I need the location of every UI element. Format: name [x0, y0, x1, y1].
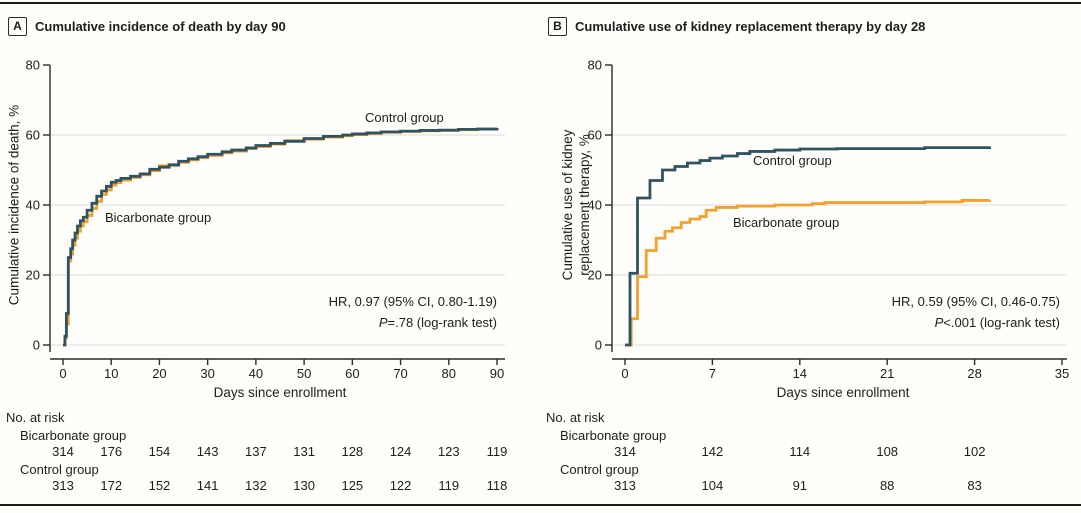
- x-tick-label: 0: [59, 366, 66, 381]
- x-tick-label: 40: [249, 366, 263, 381]
- risk-row-label-control: Control group: [20, 462, 99, 477]
- bicarbonate-group-label: Bicarbonate group: [105, 210, 211, 225]
- panel-b: B Cumulative use of kidney replacement t…: [540, 0, 1081, 513]
- control-group-curve: [625, 146, 991, 347]
- risk-count: 314: [52, 444, 74, 459]
- risk-count: 118: [486, 478, 508, 493]
- risk-count: 114: [789, 444, 811, 459]
- x-tick-label: 20: [152, 366, 166, 381]
- y-tick-label: 80: [26, 58, 40, 73]
- y-tick-label: 20: [588, 268, 602, 283]
- control-group-label: Control group: [753, 153, 832, 168]
- y-tick-label: 40: [26, 198, 40, 213]
- p-value-annotation: P<.001 (log-rank test): [935, 315, 1060, 330]
- risk-count: 119: [486, 444, 508, 459]
- risk-row-values-control: 313 104 91 88 83: [540, 478, 1081, 494]
- panel-a-risk-table-title: No. at risk: [6, 410, 65, 425]
- bottom-rule: [0, 504, 1081, 506]
- top-rule: [0, 2, 1081, 4]
- risk-count: 125: [341, 478, 364, 493]
- x-tick-label: 10: [104, 366, 118, 381]
- y-tick-label: 40: [588, 198, 602, 213]
- x-tick-label: 80: [442, 366, 456, 381]
- risk-count: 143: [196, 444, 219, 459]
- cumulative-death-step-plot: 0 20 40 60 80 0 10 20 30 40 50 60 70 80 90 Control grou…: [26, 58, 505, 381]
- hazard-ratio-annotation: HR, 0.59 (95% CI, 0.46-0.75): [892, 294, 1060, 309]
- control-group-curve: [63, 127, 499, 347]
- risk-count: 128: [341, 444, 364, 459]
- y-tick-label: 80: [588, 58, 602, 73]
- risk-count: 313: [52, 478, 74, 493]
- risk-count: 108: [876, 444, 899, 459]
- risk-count: 132: [245, 478, 267, 493]
- risk-count: 131: [293, 444, 315, 459]
- panel-b-title: Cumulative use of kidney replacement the…: [575, 18, 926, 34]
- x-tick-label: 60: [345, 366, 359, 381]
- y-tick-label: 60: [588, 128, 602, 143]
- x-tick-label: 35: [1055, 366, 1069, 381]
- risk-count: 152: [148, 478, 171, 493]
- x-tick-label: 30: [200, 366, 214, 381]
- y-tick-label: 20: [26, 268, 40, 283]
- panel-a: A Cumulative incidence of death by day 9…: [0, 0, 540, 513]
- risk-count: 172: [100, 478, 123, 493]
- panel-a-title: Cumulative incidence of death by day 90: [35, 18, 286, 34]
- risk-count: 313: [614, 478, 636, 493]
- risk-count: 88: [879, 478, 895, 493]
- hazard-ratio-annotation: HR, 0.97 (95% CI, 0.80-1.19): [329, 294, 497, 309]
- panel-b-header: B Cumulative use of kidney replacement t…: [548, 16, 925, 36]
- risk-row-values-bicarbonate: 314 142 114 108 102: [540, 444, 1081, 460]
- x-tick-label: 90: [490, 366, 504, 381]
- panel-b-x-axis-label: Days since enrollment: [776, 385, 910, 400]
- risk-count: 137: [245, 444, 267, 459]
- risk-count: 91: [792, 478, 808, 493]
- risk-count: 119: [438, 478, 460, 493]
- risk-row-label-control: Control group: [560, 462, 639, 477]
- x-tick-label: 7: [709, 366, 716, 381]
- risk-row-label-bicarbonate: Bicarbonate group: [560, 428, 667, 443]
- bicarbonate-group-curve: [625, 199, 991, 347]
- risk-row-values-control: 313 172 152 141 132 130 125 122 119 118: [0, 478, 540, 494]
- bicarbonate-group-label: Bicarbonate group: [733, 215, 839, 230]
- risk-count: 102: [963, 444, 986, 459]
- panel-a-header: A Cumulative incidence of death by day 9…: [8, 16, 286, 36]
- risk-row-values-bicarbonate: 314 176 154 143 137 131 128 124 123 119: [0, 444, 540, 460]
- kidney-replacement-step-plot: 0 20 40 60 80 0 7 14 21 28 35 Control group Bicarbon…: [588, 58, 1070, 382]
- panel-b-risk-table-title: No. at risk: [546, 410, 605, 425]
- risk-count: 83: [967, 478, 982, 493]
- x-tick-label: 70: [393, 366, 407, 381]
- y-tick-label: 60: [26, 128, 40, 143]
- risk-count: 154: [148, 444, 171, 459]
- panel-a-x-axis-label: Days since enrollment: [213, 385, 347, 400]
- panel-a-letter-badge: A: [8, 16, 27, 36]
- x-tick-label: 28: [967, 366, 981, 381]
- panel-b-letter-badge: B: [548, 16, 567, 36]
- p-value-annotation: P=.78 (log-rank test): [379, 315, 497, 330]
- bicarbonate-group-curve: [63, 127, 499, 347]
- x-tick-label: 21: [880, 366, 894, 381]
- risk-count: 314: [614, 444, 636, 459]
- risk-count: 122: [389, 478, 412, 493]
- y-tick-label: 0: [595, 338, 602, 353]
- risk-count: 130: [293, 478, 315, 493]
- risk-count: 123: [437, 444, 460, 459]
- risk-row-label-bicarbonate: Bicarbonate group: [20, 428, 127, 443]
- risk-count: 176: [100, 444, 123, 459]
- control-group-label: Control group: [365, 110, 444, 125]
- risk-count: 142: [701, 444, 724, 459]
- x-tick-label: 0: [621, 366, 628, 381]
- x-tick-label: 50: [297, 366, 311, 381]
- risk-count: 141: [196, 478, 219, 493]
- y-tick-label: 0: [33, 338, 40, 353]
- x-tick-label: 14: [793, 366, 807, 381]
- risk-count: 124: [389, 444, 412, 459]
- risk-count: 104: [701, 478, 724, 493]
